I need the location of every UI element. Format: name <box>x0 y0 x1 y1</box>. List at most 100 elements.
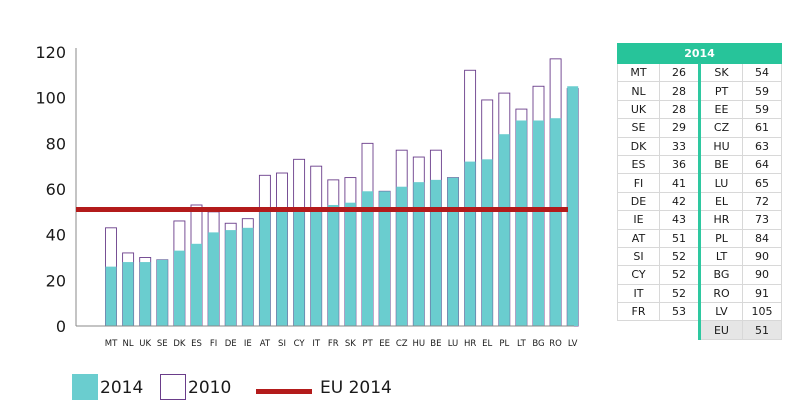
legend-swatch-eu <box>256 389 312 394</box>
bar-2014 <box>379 191 391 326</box>
table-country-code: IE <box>617 210 660 230</box>
bar-2014 <box>362 191 373 326</box>
table-row: CY 52 BG 90 <box>617 265 782 285</box>
table-row: UK 28 EE 59 <box>617 99 782 120</box>
bar-2014 <box>430 179 442 326</box>
table-value: 59 <box>742 99 782 120</box>
bar-2014 <box>515 120 527 326</box>
bar-2014 <box>567 86 579 326</box>
table-country-code: DE <box>617 191 660 212</box>
table-value: 52 <box>659 283 700 304</box>
bar-2014 <box>447 177 459 326</box>
x-tick-label: SI <box>278 339 286 349</box>
x-tick-label: CZ <box>396 339 408 349</box>
x-tick-label: PT <box>362 339 373 349</box>
table-row: IT 52 RO 91 <box>617 283 782 304</box>
table-country-code: EE <box>698 99 743 120</box>
x-tick-label: DE <box>225 339 237 349</box>
legend-label-2010: 2010 <box>188 378 232 398</box>
table-row-eu: EU 51 <box>618 320 782 340</box>
bar-2014 <box>464 161 476 326</box>
bar-2014 <box>208 232 220 326</box>
bar-2014 <box>481 159 493 326</box>
bar-2014 <box>413 182 425 326</box>
table-body: MT 26 SK 54 NL 28 PT 59 UK 28 EE 59 SE 29 CZ 61 DK 33 HU 63… <box>617 62 782 340</box>
y-tick-label: 60 <box>46 180 66 199</box>
y-tick-label: 20 <box>46 271 66 290</box>
table-country-code: PT <box>698 81 743 101</box>
table-value: 54 <box>742 62 782 83</box>
x-tick-label: DK <box>173 339 186 349</box>
bar-2014 <box>533 120 544 326</box>
legend-swatch-2010 <box>160 374 186 400</box>
table-header-row: 2014 <box>617 43 782 64</box>
table-row: DE 42 EL 72 <box>617 191 782 212</box>
x-tick-label: BE <box>430 339 441 349</box>
bar-2014 <box>122 262 134 326</box>
x-tick-label: FI <box>210 339 217 349</box>
table-country-code: SE <box>617 118 660 138</box>
legend: 2014 2010 EU 2014 <box>72 374 432 402</box>
x-tick-label: LV <box>568 339 578 349</box>
table-empty-cell <box>660 321 700 339</box>
bar-2014 <box>293 207 305 326</box>
table-country-code: HU <box>698 136 743 156</box>
legend-swatch-2014 <box>72 374 98 400</box>
table-country-code: FI <box>617 173 660 193</box>
bar-2014 <box>173 250 185 326</box>
table-value: 28 <box>659 99 700 120</box>
table-country-code: EL <box>698 191 743 212</box>
y-tick-label: 80 <box>46 134 66 153</box>
table-row: MT 26 SK 54 <box>617 62 782 83</box>
table-row: FR 53 LV 105 <box>617 302 782 322</box>
bar-2014 <box>139 262 151 326</box>
table-value: 51 <box>659 228 700 248</box>
table-value: 59 <box>742 81 782 101</box>
x-tick-label: EL <box>482 339 492 349</box>
table-value: 36 <box>659 154 700 175</box>
x-tick-label: IE <box>244 339 252 349</box>
table-value: 52 <box>659 246 700 267</box>
table-value: 33 <box>659 136 700 156</box>
table-value: 73 <box>742 210 782 230</box>
table-value: 90 <box>742 265 782 285</box>
x-tick-label: LT <box>517 339 527 349</box>
y-tick-label: 100 <box>35 89 66 108</box>
bar-2014 <box>259 209 271 326</box>
table-country-code: SI <box>617 246 660 267</box>
table-country-code: CY <box>617 265 660 285</box>
table-row: DK 33 HU 63 <box>617 136 782 156</box>
x-tick-label: MT <box>105 339 118 349</box>
x-tick-label: CY <box>294 339 306 349</box>
table-row: ES 36 BE 64 <box>617 154 782 175</box>
bar-2014 <box>242 227 254 326</box>
table-empty-cell <box>618 321 660 339</box>
bar-2014 <box>310 207 322 326</box>
table-country-code: IT <box>617 283 660 304</box>
table-country-code: LU <box>698 173 743 193</box>
table-row: FI 41 LU 65 <box>617 173 782 193</box>
bar-2014 <box>344 202 356 326</box>
table-row: IE 43 HR 73 <box>617 210 782 230</box>
table-country-code: CZ <box>698 118 743 138</box>
table-row: SE 29 CZ 61 <box>617 118 782 138</box>
table-eu-code: EU <box>698 320 743 340</box>
table-country-code: BE <box>698 154 743 175</box>
table-value: 91 <box>742 283 782 304</box>
table-value: 52 <box>659 265 700 285</box>
bar-chart: 0 20 40 60 80 100 120 MT NL UK SE DK ES FI DE IE AT SI CY I… <box>35 43 579 349</box>
x-tick-label: BG <box>532 339 544 349</box>
table-value: 90 <box>742 246 782 267</box>
bar-2014 <box>396 186 408 326</box>
bar-2014 <box>327 204 339 326</box>
table-country-code: RO <box>698 283 743 304</box>
table-country-code: LT <box>698 246 743 267</box>
bar-2014 <box>105 266 117 326</box>
table-country-code: HR <box>698 210 743 230</box>
table-row: SI 52 LT 90 <box>617 246 782 267</box>
bar-2014 <box>225 230 237 326</box>
table-country-code: DK <box>617 136 660 156</box>
x-tick-label: NL <box>123 339 134 349</box>
table-country-code: SK <box>698 62 743 83</box>
table-country-code: MT <box>617 62 660 83</box>
